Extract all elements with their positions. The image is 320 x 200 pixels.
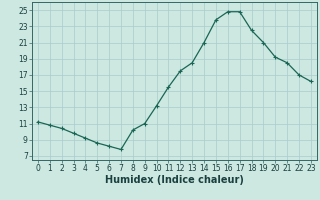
X-axis label: Humidex (Indice chaleur): Humidex (Indice chaleur)	[105, 175, 244, 185]
